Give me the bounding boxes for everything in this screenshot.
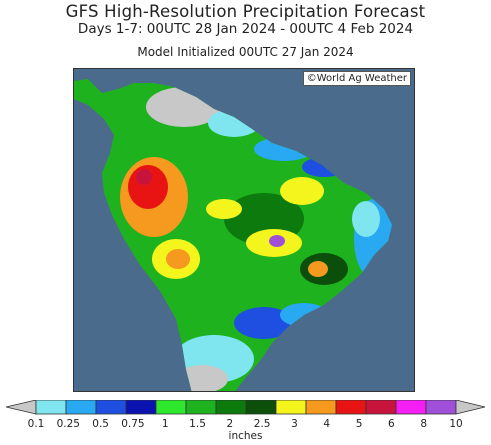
- legend-swatch: [155, 400, 187, 415]
- legend-tick-label: 1.5: [189, 418, 206, 430]
- legend-tick-label: 2: [226, 418, 234, 430]
- legend-swatch: [395, 400, 427, 415]
- legend-tick-label: 0.1: [27, 418, 45, 430]
- legend-tick-label: 5: [355, 418, 363, 430]
- legend-swatch: [305, 400, 337, 415]
- legend-swatch: [365, 400, 397, 415]
- chart-title: GFS High-Resolution Precipitation Foreca…: [65, 2, 426, 21]
- legend-tick-label: 0.5: [92, 418, 109, 430]
- legend-tick-label: 3: [291, 418, 298, 430]
- legend-swatch: [335, 400, 367, 415]
- legend-swatch: [245, 400, 277, 415]
- legend-tick-label: 1: [161, 418, 169, 430]
- color-legend: [5, 400, 486, 415]
- legend-swatch: [275, 400, 307, 415]
- legend-tick-label: 8: [420, 418, 428, 430]
- legend-tick-label: 0.75: [121, 418, 145, 430]
- legend-swatch: [35, 400, 67, 415]
- legend-tick-label: 6: [388, 418, 395, 430]
- legend-tick-label: 4: [323, 418, 331, 430]
- forecast-period: Days 1-7: 00UTC 28 Jan 2024 - 00UTC 4 Fe…: [77, 21, 414, 37]
- legend-swatch: [125, 400, 157, 415]
- legend-tick-label: 2.5: [253, 418, 271, 430]
- precipitation-map: ©World Ag Weather: [73, 68, 415, 392]
- legend-swatch: [95, 400, 127, 415]
- legend-swatch: [425, 400, 457, 415]
- legend-swatch: [65, 400, 97, 415]
- legend-tick-label: 0.25: [56, 418, 80, 430]
- legend-tick-label: 10: [449, 418, 463, 430]
- legend-swatch: [215, 400, 247, 415]
- map-canvas: [74, 69, 414, 391]
- model-initialized: Model Initialized 00UTC 27 Jan 2024: [137, 45, 354, 59]
- legend-arrow-high: [455, 400, 486, 415]
- legend-swatch: [185, 400, 217, 415]
- credit-label: ©World Ag Weather: [302, 71, 411, 86]
- legend-units: inches: [228, 430, 263, 442]
- legend-arrow-low: [5, 400, 37, 415]
